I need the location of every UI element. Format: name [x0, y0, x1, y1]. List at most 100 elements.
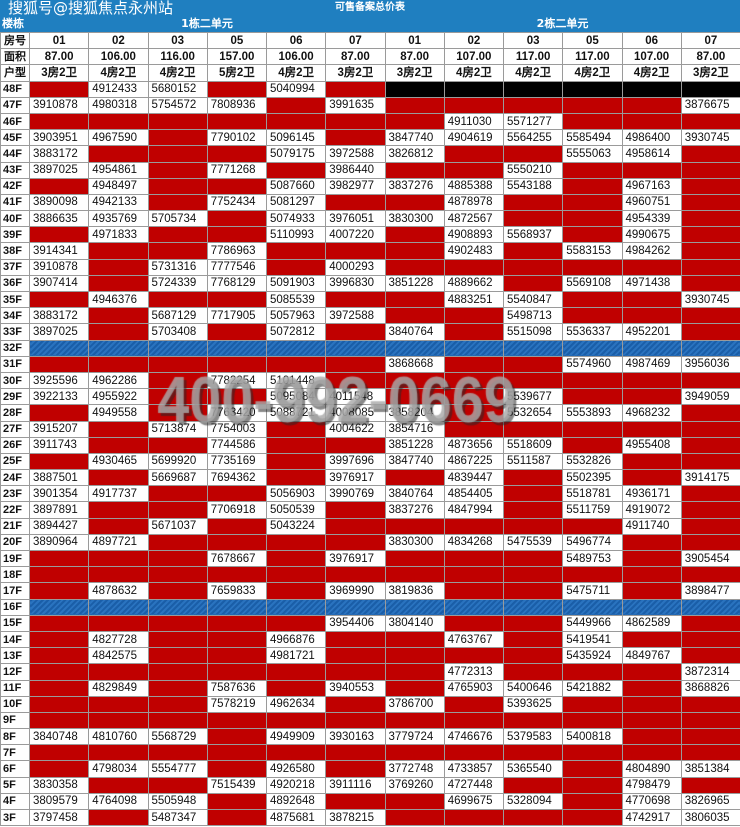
floor-label: 43F — [0, 161, 30, 179]
price-cell: 3819836 — [384, 582, 445, 600]
price-cell: 4873656 — [443, 436, 505, 454]
sold-cell — [384, 242, 445, 260]
sold-cell — [562, 744, 623, 762]
sold-cell — [680, 501, 740, 519]
sold-cell — [680, 420, 740, 438]
sold-cell — [680, 695, 740, 713]
price-cell: 4810760 — [88, 728, 149, 746]
sold-cell — [384, 808, 445, 827]
price-cell: 4875681 — [265, 808, 327, 827]
sold-cell — [325, 129, 386, 147]
price-cell: 4912433 — [88, 80, 149, 98]
price-cell: 5543188 — [502, 177, 564, 195]
sold-cell — [562, 161, 623, 179]
price-cell: 4798034 — [88, 760, 149, 778]
sold-cell — [680, 161, 740, 179]
table-row: 38F 3914341 7786963 4902483 5583153 4984262 — [0, 242, 740, 260]
unit-type-cell: 4房2卫 — [502, 64, 564, 82]
table-row: 13F 4842575 4981721 5435924 4849767 — [0, 647, 740, 665]
room-number-cell: 07 — [325, 31, 386, 50]
table-row: 43F 3897025 4954861 7771268 3986440 5550210 — [0, 161, 740, 179]
price-cell: 3851384 — [680, 760, 740, 778]
price-cell: 3905454 — [680, 549, 740, 568]
sold-cell — [680, 711, 740, 730]
price-cell: 5536337 — [562, 323, 623, 341]
sold-cell — [443, 404, 505, 422]
price-cell: 3901354 — [28, 485, 90, 503]
table-row: 18F — [0, 566, 740, 584]
table-row: 15F 3954406 3804140 5449966 4862589 — [0, 614, 740, 632]
unavailable-floor-cell — [325, 598, 386, 616]
price-cell: 5515098 — [502, 323, 564, 341]
table-row: 16F — [0, 598, 740, 616]
unavailable-floor-cell — [502, 598, 564, 616]
price-cell: 4902483 — [443, 242, 505, 260]
price-cell: 5079175 — [265, 145, 327, 163]
price-cell: 5518609 — [502, 436, 564, 454]
sold-cell — [680, 744, 740, 762]
price-cell: 3830300 — [384, 533, 445, 552]
price-cell: 3911116 — [325, 776, 386, 794]
price-cell: 7768129 — [206, 274, 268, 293]
floor-label: 11F — [0, 679, 30, 697]
sold-cell — [206, 647, 268, 665]
sold-cell — [443, 566, 505, 584]
sold-cell — [502, 145, 564, 163]
price-cell: 4854405 — [443, 485, 505, 503]
price-cell: 5731316 — [147, 258, 208, 276]
unit-area-cell: 117.00 — [502, 48, 564, 66]
sold-cell — [621, 112, 682, 131]
floor-label: 42F — [0, 177, 30, 195]
sold-cell — [147, 355, 208, 373]
sold-cell — [265, 436, 327, 454]
sold-cell — [621, 695, 682, 713]
table-row: 47F 3910878 4980318 5754572 7808936 3991635 38… — [0, 96, 740, 114]
sold-cell — [28, 452, 90, 471]
sold-cell — [206, 323, 268, 341]
sold-cell — [443, 517, 505, 535]
sold-cell — [88, 112, 149, 131]
price-cell: 5435924 — [562, 647, 623, 665]
sold-cell — [443, 145, 505, 163]
floor-label: 12F — [0, 663, 30, 681]
sold-cell — [621, 290, 682, 309]
sold-cell — [680, 517, 740, 535]
blocked-cell — [562, 80, 623, 98]
sold-cell — [502, 566, 564, 584]
sold-cell — [325, 323, 386, 341]
price-cell: 5110993 — [265, 226, 327, 244]
sold-cell — [502, 582, 564, 600]
sold-cell — [325, 566, 386, 584]
sold-cell — [147, 161, 208, 179]
sold-cell — [147, 663, 208, 681]
price-cell: 3897891 — [28, 501, 90, 519]
table-row: 46F 4911030 5571277 — [0, 112, 740, 131]
price-cell: 3826812 — [384, 145, 445, 163]
sold-cell — [443, 647, 505, 665]
price-cell: 3930745 — [680, 129, 740, 147]
price-cell: 7706918 — [206, 501, 268, 519]
unit-type-cell: 5房2卫 — [206, 64, 268, 82]
price-cell: 3990769 — [325, 485, 386, 503]
sold-cell — [680, 242, 740, 260]
unit-area-cell: 106.00 — [88, 48, 149, 66]
price-cell: 4746676 — [443, 728, 505, 746]
price-cell: 3930163 — [325, 728, 386, 746]
table-row: 17F 4878632 7659833 3969990 3819836 5475711 38… — [0, 582, 740, 600]
price-cell: 4926580 — [265, 760, 327, 778]
price-cell: 3996830 — [325, 274, 386, 293]
unit-area-cell: 87.00 — [325, 48, 386, 66]
sold-cell — [147, 145, 208, 163]
unit-area-cell: 87.00 — [384, 48, 445, 66]
price-cell: 4764098 — [88, 792, 149, 811]
unavailable-floor-cell — [384, 598, 445, 616]
price-cell: 5081297 — [265, 193, 327, 212]
sold-cell — [265, 469, 327, 487]
sold-cell — [680, 274, 740, 293]
sold-cell — [621, 566, 682, 584]
sold-cell — [28, 226, 90, 244]
sold-cell — [88, 274, 149, 293]
price-cell: 4847994 — [443, 501, 505, 519]
price-cell: 5502395 — [562, 469, 623, 487]
price-cell: 5498713 — [502, 307, 564, 325]
